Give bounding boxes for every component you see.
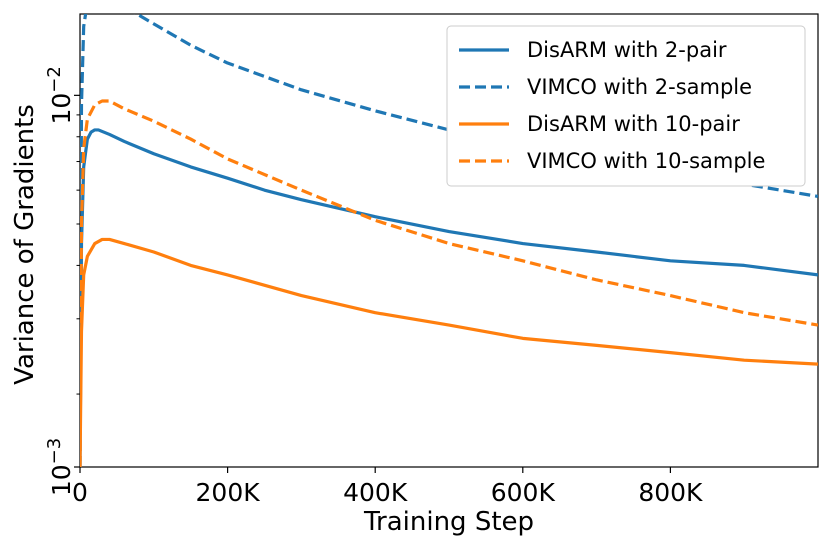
y-tick-label: 10−2 xyxy=(44,66,76,124)
x-axis: 0 200K 400K 600K 800K xyxy=(72,467,703,507)
legend-box xyxy=(446,25,806,187)
x-tick-label: 0 xyxy=(72,478,88,507)
y-tick-base: 10 xyxy=(47,464,76,496)
x-tick-label: 600K xyxy=(491,478,556,507)
series-line-4 xyxy=(80,99,818,467)
series-line-1 xyxy=(80,128,818,467)
legend-label: VIMCO with 2-sample xyxy=(527,75,752,99)
x-tick-label: 400K xyxy=(343,478,408,507)
y-tick-exponent: −3 xyxy=(44,438,65,465)
legend-label: VIMCO with 10-sample xyxy=(527,149,765,173)
y-tick-label: 10−3 xyxy=(44,438,76,496)
x-axis-title: Training Step xyxy=(363,507,534,537)
x-tick-label: 200K xyxy=(196,478,261,507)
y-axis: 10−310−2 xyxy=(44,66,80,496)
legend-label: DisARM with 10-pair xyxy=(527,112,740,136)
legend-label: DisARM with 2-pair xyxy=(527,38,727,62)
series-line-3 xyxy=(80,237,818,467)
y-tick-exponent: −2 xyxy=(44,66,65,93)
y-axis-title: Variance of Gradients xyxy=(10,104,40,385)
y-tick-base: 10 xyxy=(47,93,76,125)
legend: DisARM with 2-pair VIMCO with 2-sample Dis… xyxy=(446,25,806,187)
x-tick-label: 800K xyxy=(638,478,703,507)
